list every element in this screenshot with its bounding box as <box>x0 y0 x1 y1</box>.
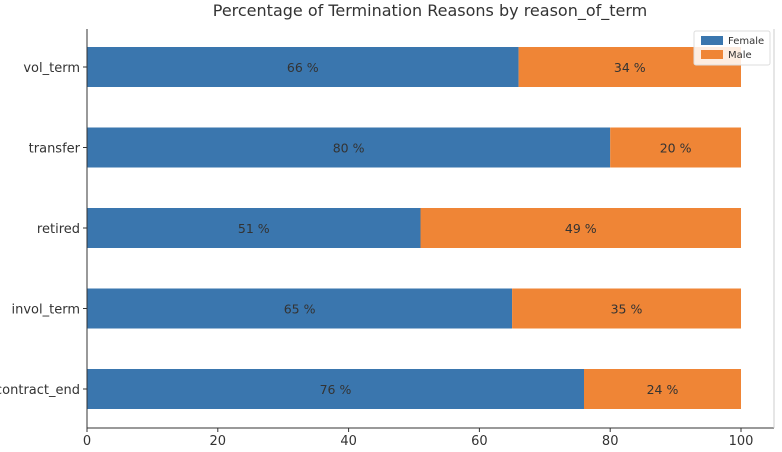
legend: Female Male <box>693 30 771 66</box>
bar-female-vol_term <box>87 47 519 87</box>
y-tick-label-vol_term: vol_term <box>23 61 80 76</box>
bar-label-female-transfer: 80 % <box>333 141 365 156</box>
bar-male-retired <box>420 208 741 248</box>
y-axis-ticks: vol_term transfer retired invol_termcontrac… <box>0 61 87 398</box>
bar-label-female-invol_term: 65 % <box>284 302 316 317</box>
bar-female-invol_term <box>87 288 513 329</box>
legend-label-female: Female <box>728 36 764 47</box>
bar-male-contract_end <box>584 369 741 409</box>
x-tick-label-20: 20 <box>210 434 227 449</box>
bar-female-retired <box>87 208 421 248</box>
bar-female-contract_end <box>87 369 584 409</box>
bar-male-transfer <box>610 127 741 168</box>
chart-title: Percentage of Termination Reasons by rea… <box>213 1 648 21</box>
y-tick-label-contract_end: contract_end <box>0 383 80 398</box>
bar-female-transfer <box>87 127 611 168</box>
x-axis-ticks: 0 20 40 60 80 100 <box>83 428 754 449</box>
bar-label-female-contract_end: 76 % <box>320 382 352 397</box>
bar-label-male-vol_term: 34 % <box>614 60 646 75</box>
bar-male-invol_term <box>512 288 741 329</box>
bar-label-male-transfer: 20 % <box>660 141 692 156</box>
x-tick-label-0: 0 <box>83 434 91 449</box>
y-tick-label-retired: retired <box>37 222 80 237</box>
bar-label-female-vol_term: 66 % <box>287 60 319 75</box>
x-tick-label-40: 40 <box>340 434 357 449</box>
axes-frame <box>86 29 775 429</box>
y-tick-label-invol_term: invol_term <box>12 303 81 318</box>
y-tick-label-transfer: transfer <box>29 142 81 157</box>
legend-swatch-female <box>701 36 723 45</box>
bar-labels-group: 66 % 34 % 80 % 20 % 51 % 49 % 65 % 35 % 76 % 24 % <box>238 60 692 397</box>
x-tick-label-60: 60 <box>471 434 488 449</box>
x-tick-label-80: 80 <box>602 434 619 449</box>
bar-label-male-contract_end: 24 % <box>647 382 679 397</box>
legend-swatch-male <box>701 50 723 59</box>
bar-label-male-retired: 49 % <box>565 221 597 236</box>
x-tick-label-100: 100 <box>729 434 754 449</box>
bar-label-male-invol_term: 35 % <box>611 302 643 317</box>
bar-label-female-retired: 51 % <box>238 221 270 236</box>
legend-label-male: Male <box>728 50 752 61</box>
bars-group <box>87 47 741 409</box>
